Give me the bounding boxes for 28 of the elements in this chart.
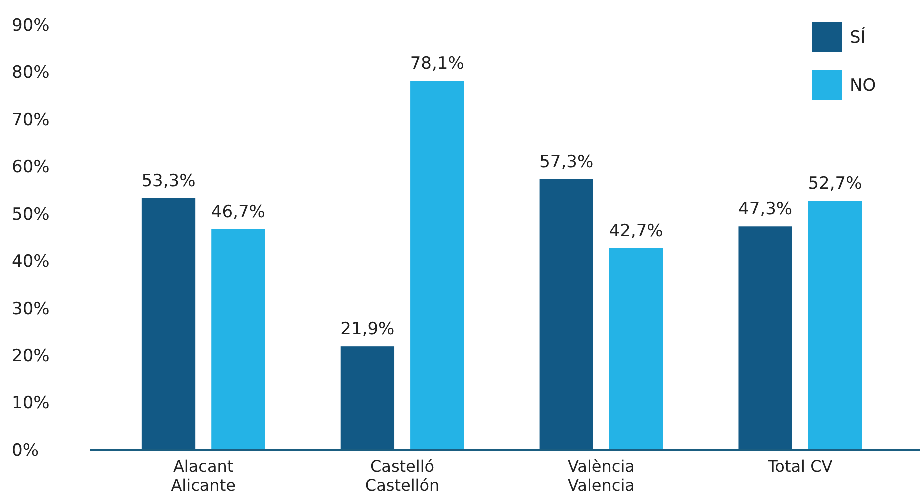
data-label: 21,9%: [340, 320, 395, 340]
y-tick-label: 0%: [12, 440, 39, 461]
y-tick-label: 70%: [12, 110, 50, 130]
y-tick-label: 90%: [12, 16, 50, 36]
legend-label: NO: [850, 76, 876, 96]
x-tick-label: Alacant Alicante: [171, 457, 236, 495]
legend-label: SÍ: [850, 26, 866, 48]
y-tick-label: 50%: [12, 204, 50, 225]
y-tick-label: 60%: [12, 158, 50, 178]
bar: [609, 248, 664, 450]
data-label: 46,7%: [211, 202, 266, 222]
y-tick-label: 10%: [12, 394, 50, 414]
x-tick-label: Total CV: [767, 457, 833, 476]
data-label: 52,7%: [808, 174, 862, 194]
bar: [808, 201, 862, 450]
data-label: 47,3%: [738, 200, 793, 220]
x-tick-label: Castelló Castellón: [365, 457, 440, 495]
data-label: 78,1%: [410, 54, 464, 74]
data-label: 42,7%: [609, 221, 664, 242]
data-label: 57,3%: [540, 152, 594, 172]
data-label: 53,3%: [142, 171, 196, 192]
y-tick-label: 40%: [12, 252, 50, 272]
y-tick-label: 20%: [12, 346, 50, 367]
y-tick-label: 80%: [12, 63, 50, 84]
x-tick-label: València Valencia: [568, 457, 635, 495]
y-tick-label: 30%: [12, 299, 50, 320]
bar: [410, 81, 464, 450]
bar: [212, 229, 266, 450]
